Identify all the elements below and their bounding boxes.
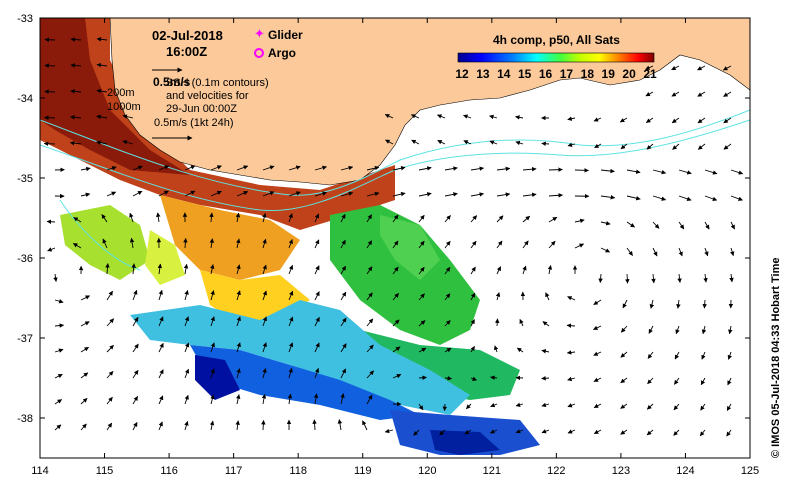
y-tick-label: -38 (17, 413, 33, 425)
credit-text: © IMOS 05-Jul-2018 04:33 Hobart Time (770, 258, 782, 458)
x-tick-label: 124 (676, 465, 694, 477)
velocity-arrow (497, 319, 498, 326)
time-label: 16:00Z (166, 44, 207, 59)
depth-1000-label: 1000m (107, 101, 141, 113)
velocity-arrow (263, 420, 264, 430)
y-tick-label: -36 (17, 253, 33, 265)
colorbar-tick-label: 12 (455, 67, 469, 81)
x-tick-label: 122 (547, 465, 565, 477)
ssh-line-2: and velocities for (166, 90, 249, 102)
velocity-arrow (44, 117, 55, 118)
y-tick-label: -34 (17, 93, 33, 105)
glider-icon: ✦ (254, 26, 265, 41)
x-tick-label: 116 (160, 465, 178, 477)
y-tick-label: -37 (17, 333, 33, 345)
colorbar-tick-label: 14 (497, 67, 511, 81)
colorbar-tick-label: 13 (476, 67, 490, 81)
x-tick-label: 125 (741, 465, 759, 477)
colorbar-tick-label: 21 (643, 67, 657, 81)
ssh-line-3: 29-Jun 00:00Z (166, 103, 237, 115)
x-tick-label: 120 (418, 465, 436, 477)
colorbar-title: 4h comp, p50, All Sats (493, 33, 620, 47)
velocity-arrow (542, 143, 549, 144)
x-tick-label: 118 (289, 465, 307, 477)
x-tick-label: 114 (31, 465, 49, 477)
y-tick-label: -33 (17, 13, 33, 25)
velocity-arrow (419, 377, 426, 378)
ssh-line-4: 0.5m/s (1kt 24h) (154, 117, 233, 129)
argo-legend: Argo (268, 46, 296, 60)
colorbar-tick-label: 18 (581, 67, 595, 81)
x-tick-label: 115 (96, 465, 114, 477)
x-tick-label: 123 (612, 465, 630, 477)
x-tick-label: 121 (483, 465, 501, 477)
velocity-arrow (542, 378, 549, 379)
y-tick-label: -35 (17, 173, 33, 185)
colorbar-tick-label: 19 (602, 67, 616, 81)
colorbar (458, 53, 654, 62)
velocity-arrow (45, 65, 55, 66)
colorbar-tick-label: 17 (560, 67, 574, 81)
x-tick-label: 117 (225, 465, 243, 477)
glider-legend: Glider (268, 28, 303, 42)
ssh-line-1: SSH (0.1m contours) (166, 77, 269, 89)
velocity-arrow (47, 221, 55, 222)
velocity-arrow (45, 39, 55, 40)
colorbar-tick-label: 15 (518, 67, 532, 81)
colorbar-tick-label: 16 (539, 67, 553, 81)
date-label: 02-Jul-2018 (152, 28, 223, 43)
x-tick-label: 119 (354, 465, 372, 477)
velocity-arrow (45, 91, 55, 92)
velocity-arrow (704, 300, 705, 308)
velocity-arrow (627, 274, 628, 283)
depth-200-label: 200m (107, 87, 135, 99)
colorbar-tick-label: 20 (622, 67, 636, 81)
